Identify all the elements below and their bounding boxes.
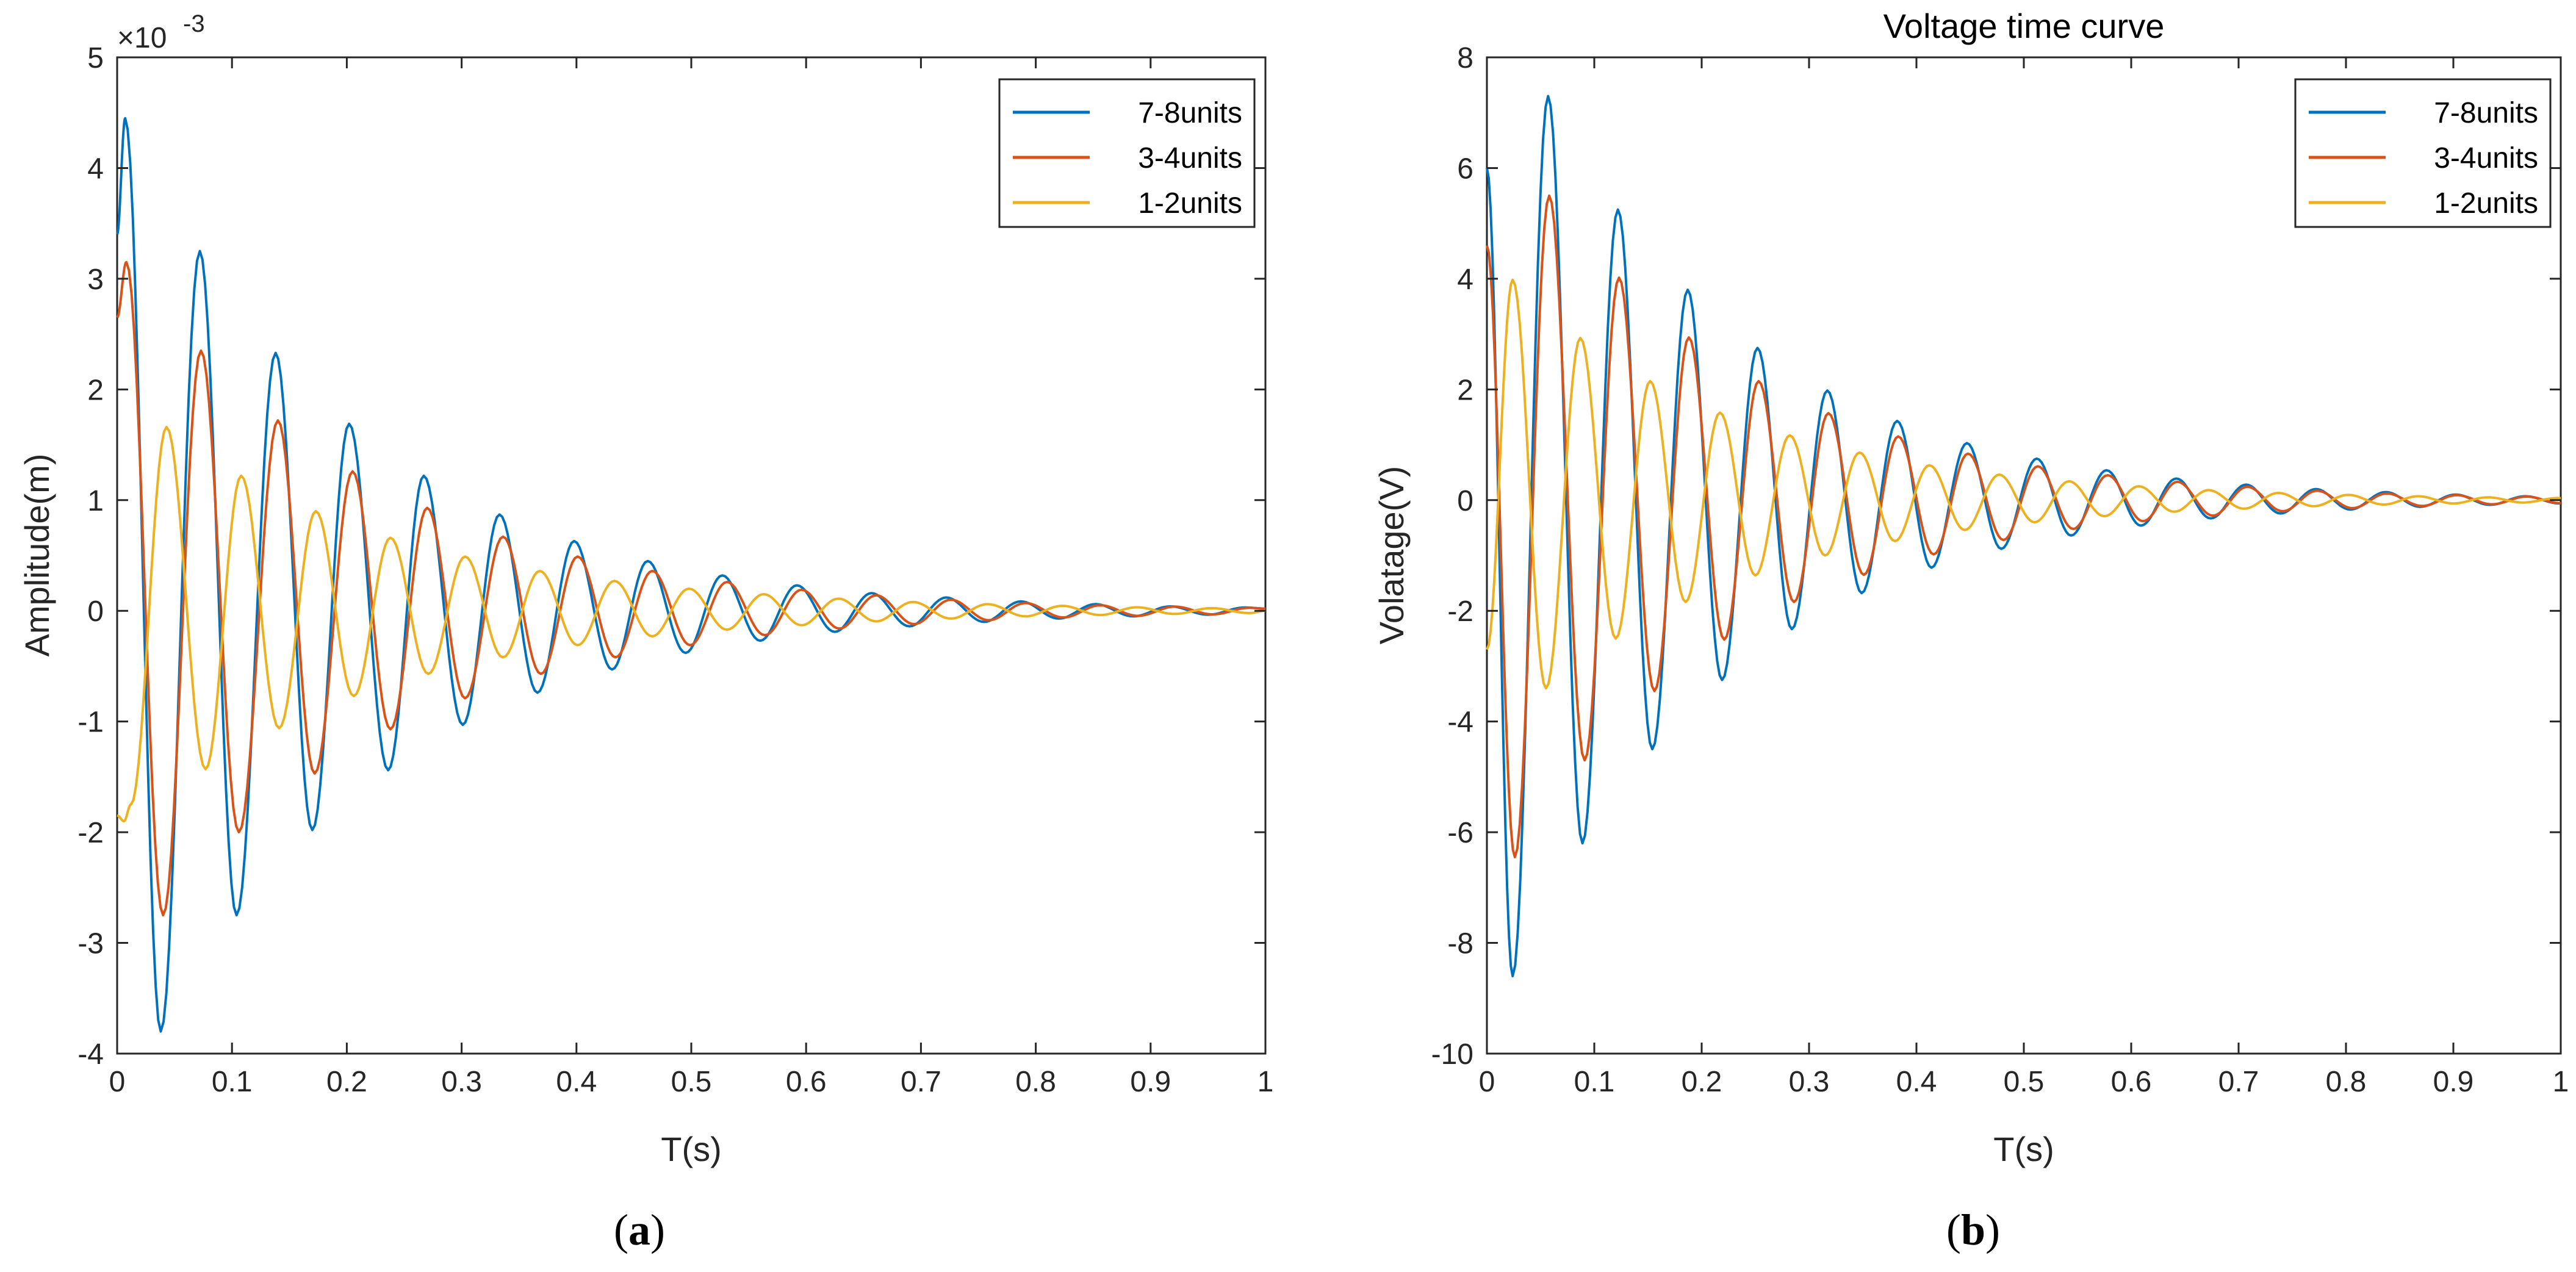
panel-a-x-tick-label: 0.6: [786, 1066, 827, 1098]
panel-b-ticks: 0 0.1 0.2 0.3 0.4 0.5 0.6 0.7 0.8 0.9 1 -10 -8 -6 -4 -2…: [1431, 42, 2569, 1098]
panel-a-series-line-3-4units: [116, 261, 1266, 917]
panel-b-x-tick-label: 0.6: [2111, 1066, 2152, 1098]
panel-a-legend: 7-8units 3-4units 1-2units: [998, 78, 1256, 228]
panel-b-y-tick-label: 6: [1457, 153, 1473, 185]
panel-b-title: Voltage time curve: [1883, 7, 2165, 45]
panel-a-x-tick-label: 0.5: [671, 1066, 712, 1098]
panel-b-x-tick-label: 0.5: [2004, 1066, 2045, 1098]
panel-a-x-tick-label: 0.9: [1130, 1066, 1171, 1098]
panel-a-x-tick-label: 0.3: [441, 1066, 482, 1098]
panel-a-y-tick-label: 0: [87, 595, 104, 628]
panel-b-series-layer: [1486, 95, 2562, 977]
panel-a-y-tick-label: 1: [87, 485, 104, 517]
panel-a-y-tick-label: -2: [77, 817, 104, 849]
panel-a-legend-label-7-8units: 7-8units: [1138, 97, 1242, 129]
panel-b-y-tick-label: 2: [1457, 374, 1473, 406]
panel-a-legend-label-1-2units: 1-2units: [1138, 187, 1242, 220]
panel-b-y-tick-label: -8: [1447, 928, 1473, 960]
panel-b-x-tick-label: 0.9: [2433, 1066, 2474, 1098]
panel-b-y-tick-label: -4: [1447, 706, 1473, 739]
panel-b-y-tick-label: -10: [1431, 1038, 1473, 1071]
panel-a-caption: (a): [614, 1206, 665, 1254]
panel-a-x-tick-label: 0: [109, 1066, 126, 1098]
panel-b-y-tick-label: -2: [1447, 595, 1473, 628]
panel-a-series-line-7-8units: [116, 117, 1265, 1033]
panel-a-series-layer: [116, 117, 1266, 1033]
panel-a-ticks: 0 0.1 0.2 0.3 0.4 0.5 0.6 0.7 0.8 0.9 1 -4 -3 -2 -1 0 1 2…: [77, 42, 1273, 1098]
panel-a-y-tick-label: 2: [87, 374, 104, 406]
panel-b-x-tick-label: 1: [2553, 1066, 2569, 1098]
panel-a-series-line-1-2units: [116, 426, 1266, 822]
panel-a-y-tick-label: 3: [87, 264, 104, 296]
panel-b-y-tick-label: -6: [1447, 817, 1473, 849]
panel-b-legend: 7-8units 3-4units 1-2units: [2294, 78, 2552, 228]
panel-b-legend-label-3-4units: 3-4units: [2434, 142, 2538, 174]
panel-b-series-line-7-8units: [1486, 95, 2562, 977]
panel-a-x-tick-label: 0.7: [901, 1066, 941, 1098]
panel-b-x-tick-label: 0.3: [1789, 1066, 1830, 1098]
panel-a-exponent-base: ×10: [117, 22, 167, 54]
panel-b-x-tick-label: 0.2: [1682, 1066, 1722, 1098]
panel-a-x-axis-label: T(s): [661, 1130, 722, 1168]
panel-b-y-tick-label: 8: [1457, 42, 1473, 74]
panel-b-x-tick-label: 0: [1479, 1066, 1495, 1098]
panel-b-voltage-chart: 0 0.1 0.2 0.3 0.4 0.5 0.6 0.7 0.8 0.9 1 -10 -8 -6 -4 -2…: [1372, 7, 2569, 1254]
panel-a-exponent-power: -3: [183, 10, 205, 37]
panel-a-y-tick-label: -1: [77, 706, 104, 739]
panel-b-y-tick-label: 0: [1457, 485, 1473, 517]
panel-a-y-tick-label: 5: [87, 42, 104, 74]
panel-a-x-tick-label: 1: [1257, 1066, 1274, 1098]
panel-b-series-line-1-2units: [1486, 278, 2562, 690]
panel-b-series-line-3-4units: [1486, 194, 2561, 858]
panel-a-y-tick-label: 4: [87, 153, 104, 185]
panel-b-caption: (b): [1946, 1206, 2000, 1254]
panel-a-y-tick-label: -4: [77, 1038, 104, 1071]
panel-a-amplitude-chart: 0 0.1 0.2 0.3 0.4 0.5 0.6 0.7 0.8 0.9 1 -4 -3 -2 -1 0 1 2…: [18, 10, 1273, 1254]
panel-b-x-tick-label: 0.1: [1574, 1066, 1615, 1098]
panel-a-x-tick-label: 0.1: [212, 1066, 253, 1098]
panel-b-y-axis-label: Volatage(V): [1372, 466, 1411, 645]
panel-a-y-tick-label: -3: [77, 928, 104, 960]
panel-b-x-axis-label: T(s): [1993, 1130, 2054, 1168]
panel-a-x-tick-label: 0.8: [1015, 1066, 1056, 1098]
panel-a-x-tick-label: 0.4: [556, 1066, 597, 1098]
panel-b-x-tick-label: 0.8: [2326, 1066, 2367, 1098]
panel-b-x-tick-label: 0.4: [1896, 1066, 1937, 1098]
panel-b-x-tick-label: 0.7: [2218, 1066, 2259, 1098]
panel-b-y-tick-label: 4: [1457, 264, 1473, 296]
panel-a-x-tick-label: 0.2: [326, 1066, 367, 1098]
panel-b-legend-label-1-2units: 1-2units: [2434, 187, 2538, 220]
panel-b-legend-label-7-8units: 7-8units: [2434, 97, 2538, 129]
panel-a-legend-label-3-4units: 3-4units: [1138, 142, 1242, 174]
panel-a-y-axis-label: Amplitude(m): [18, 454, 56, 657]
